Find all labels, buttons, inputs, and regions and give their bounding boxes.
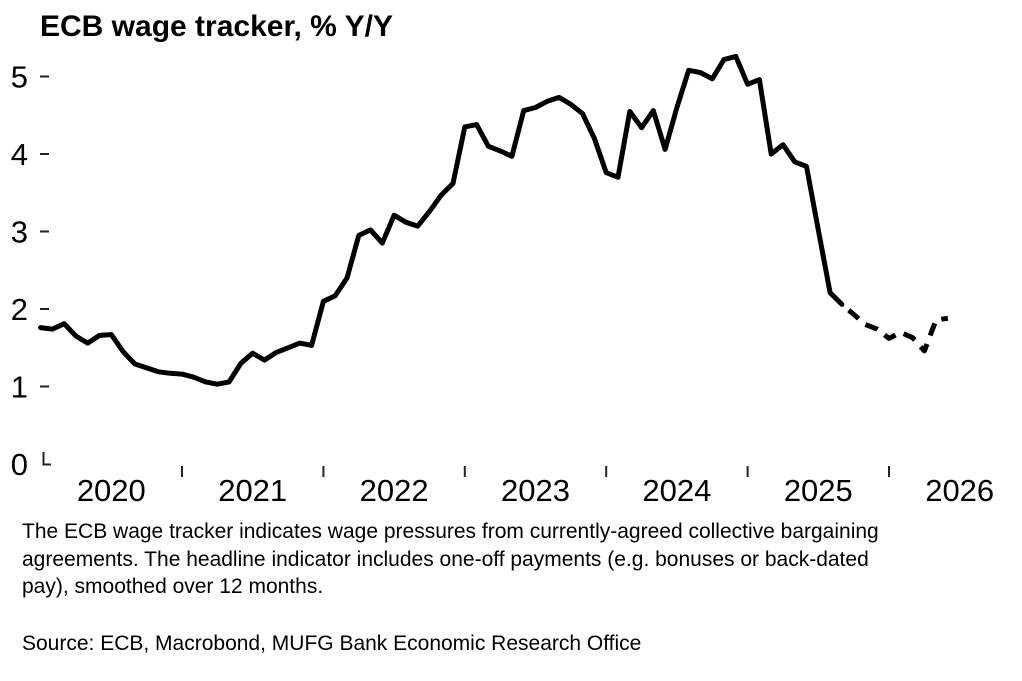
y-axis-tick-label: 5 <box>11 60 28 95</box>
axis-corner-tick <box>42 452 51 466</box>
x-axis-tick-label: 2025 <box>784 473 853 508</box>
wage-tracker-line-solid <box>38 53 845 387</box>
y-axis-tick-label: 1 <box>11 370 28 405</box>
y-axis-tick-label: 0 <box>11 447 28 482</box>
x-axis-tick-label: 2023 <box>501 473 570 508</box>
x-axis-tick-label: 2026 <box>925 473 994 508</box>
footnote-line: agreements. The headline indicator inclu… <box>22 547 869 571</box>
chart-footnote: The ECB wage tracker indicates wage pres… <box>22 518 1000 601</box>
y-axis-tick-label: 3 <box>11 215 28 250</box>
footnote-line: pay), smoothed over 12 months. <box>22 575 324 598</box>
x-axis-tick-label: 2020 <box>77 473 146 508</box>
wage-tracker-line-dashed-forecast <box>840 302 949 354</box>
source-note: Source: ECB, Macrobond, MUFG Bank Econom… <box>22 632 642 655</box>
x-axis-tick-label: 2022 <box>360 473 429 508</box>
y-axis-tick-label: 2 <box>11 292 28 327</box>
y-axis-tick-label: 4 <box>11 137 28 172</box>
chart-title: ECB wage tracker, % Y/Y <box>40 10 393 43</box>
x-axis-tick-label: 2024 <box>642 473 711 508</box>
x-axis-tick-label: 2021 <box>218 473 287 508</box>
wage-tracker-chart: 0 1 2 3 4 5 2020 2021 2022 2023 2024 2025 2026 <box>11 53 994 508</box>
footnote-line: The ECB wage tracker indicates wage pres… <box>22 520 879 543</box>
